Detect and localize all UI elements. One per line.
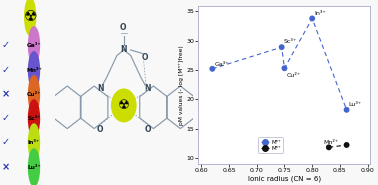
Circle shape xyxy=(28,27,39,64)
Legend: Mⁿ⁺, Mⁿ⁺: Mⁿ⁺, Mⁿ⁺ xyxy=(258,137,283,153)
Text: O: O xyxy=(145,125,151,134)
Circle shape xyxy=(28,100,39,137)
Text: In³⁺: In³⁺ xyxy=(314,11,326,16)
Text: N: N xyxy=(97,84,104,93)
Text: ✓: ✓ xyxy=(2,40,9,50)
Text: Lu³⁺: Lu³⁺ xyxy=(27,165,41,170)
Text: Cu²⁺: Cu²⁺ xyxy=(287,73,301,78)
Point xyxy=(279,46,285,49)
Point xyxy=(326,146,332,149)
Text: Mn²⁺: Mn²⁺ xyxy=(323,140,338,145)
Circle shape xyxy=(28,149,39,185)
Point xyxy=(344,108,350,111)
Text: Cu²⁺: Cu²⁺ xyxy=(27,92,41,97)
Text: ✓: ✓ xyxy=(2,65,9,75)
Text: ×: × xyxy=(2,89,9,99)
Circle shape xyxy=(112,89,136,122)
Text: N: N xyxy=(144,84,150,93)
Text: ☢: ☢ xyxy=(118,99,130,112)
Text: Sc³⁺: Sc³⁺ xyxy=(27,116,41,121)
Circle shape xyxy=(28,52,39,89)
Text: O: O xyxy=(119,23,125,32)
Circle shape xyxy=(28,124,39,161)
Point xyxy=(281,67,288,70)
Point xyxy=(209,67,215,70)
Text: Mn²⁺: Mn²⁺ xyxy=(26,68,42,73)
Text: ✓: ✓ xyxy=(2,137,9,147)
Circle shape xyxy=(28,76,39,113)
Text: ×: × xyxy=(2,162,9,172)
Y-axis label: pM values (- log [Mⁿ⁺]free): pM values (- log [Mⁿ⁺]free) xyxy=(178,45,184,125)
Text: O: O xyxy=(141,53,148,62)
Text: Sc³⁺: Sc³⁺ xyxy=(284,39,297,44)
Circle shape xyxy=(25,0,36,35)
Point xyxy=(309,17,315,20)
X-axis label: Ionic radius (CN = 6): Ionic radius (CN = 6) xyxy=(248,176,321,182)
Text: In³⁺: In³⁺ xyxy=(28,140,40,145)
Text: Ga³⁺: Ga³⁺ xyxy=(215,62,229,67)
Text: Ga³⁺: Ga³⁺ xyxy=(27,43,41,48)
Text: ☢: ☢ xyxy=(23,9,37,24)
Text: N: N xyxy=(121,46,127,54)
Point xyxy=(344,144,350,147)
Text: Lu³⁺: Lu³⁺ xyxy=(349,102,362,107)
Text: ✓: ✓ xyxy=(2,113,9,123)
Text: O: O xyxy=(96,125,103,134)
